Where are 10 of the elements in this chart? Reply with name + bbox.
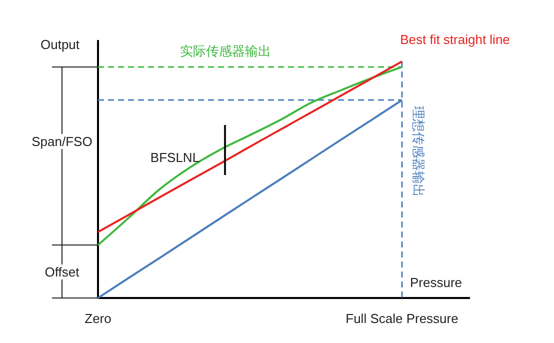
x-axis-title: Pressure (410, 275, 462, 290)
text: 理想传感器输出 (411, 106, 426, 197)
text: Offset (44, 264, 80, 280)
y-axis-title: Output (40, 37, 80, 52)
text: 实际传感器输出 (180, 44, 272, 59)
text: Span/FSO (32, 134, 92, 149)
x-tick-label: Full Scale Pressure (346, 311, 458, 326)
annotation: BFSLNL (150, 150, 200, 165)
series-label: Best fit straight line (400, 32, 510, 47)
x-tick-label: Zero (84, 311, 112, 326)
